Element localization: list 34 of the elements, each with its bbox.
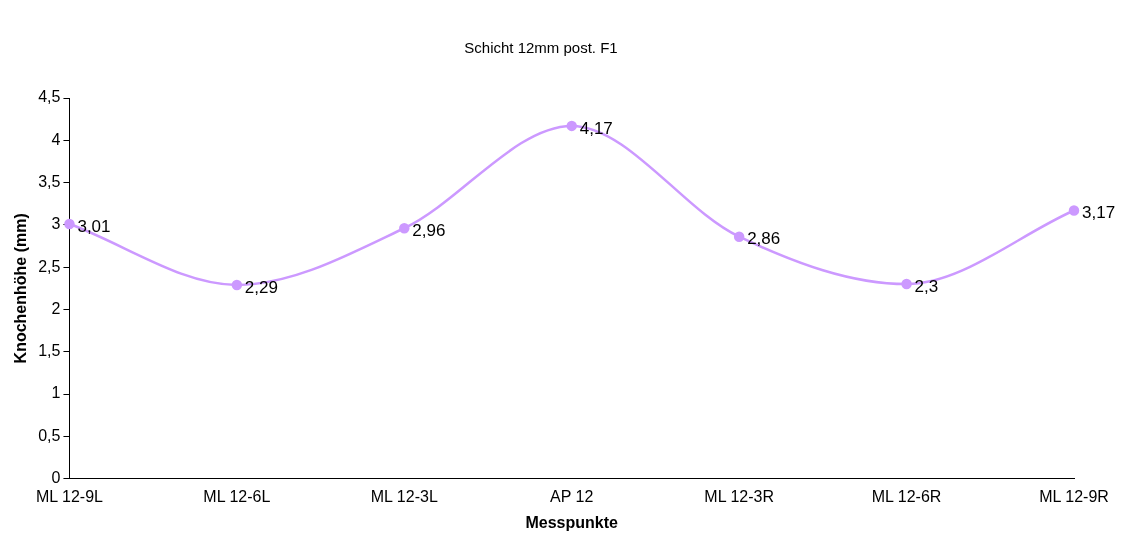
y-axis-title: Knochenhöhe (mm)	[12, 213, 30, 364]
point	[1068, 205, 1080, 216]
y-tick-label: 0	[51, 469, 61, 487]
point	[566, 120, 577, 132]
y-tick-label: 2,5	[38, 257, 61, 275]
y-tick-label: 2	[51, 299, 61, 317]
y-tick-label: 4	[51, 130, 61, 148]
data-label: 3,01	[77, 216, 111, 236]
x-tick-label: ML 12-6R	[871, 487, 942, 505]
y-tick-label: 1,5	[38, 342, 61, 360]
y-tick-label: 3	[51, 215, 61, 233]
data-label: 4,17	[579, 118, 613, 138]
y-tick-label: 4,5	[38, 88, 61, 106]
point	[733, 231, 745, 242]
point	[64, 218, 75, 230]
point	[901, 278, 912, 290]
data-label: 2,29	[244, 277, 278, 297]
point	[399, 223, 410, 234]
x-tick-label: ML 12-3R	[704, 487, 774, 505]
data-label: 2,96	[412, 220, 446, 240]
point	[231, 279, 243, 291]
chart-title: Schicht 12mm post. F1	[464, 39, 618, 57]
y-tick-label: 3,5	[38, 172, 61, 190]
x-tick-label: ML 12-9R	[1039, 487, 1109, 505]
x-tick-label: ML 12-9L	[35, 487, 104, 505]
data-label: 2,86	[747, 229, 781, 249]
data-label: 3,17	[1082, 203, 1116, 223]
y-tick-label: 1	[51, 384, 61, 402]
x-tick-label: ML 12-3L	[370, 487, 438, 505]
x-tick-label: ML 12-6L	[203, 487, 271, 505]
x-axis-title: Messpunkte	[525, 513, 619, 531]
y-tick-label: 0,5	[38, 426, 61, 444]
data-label: 2,3	[914, 276, 939, 296]
x-tick-label: AP 12	[550, 487, 594, 505]
